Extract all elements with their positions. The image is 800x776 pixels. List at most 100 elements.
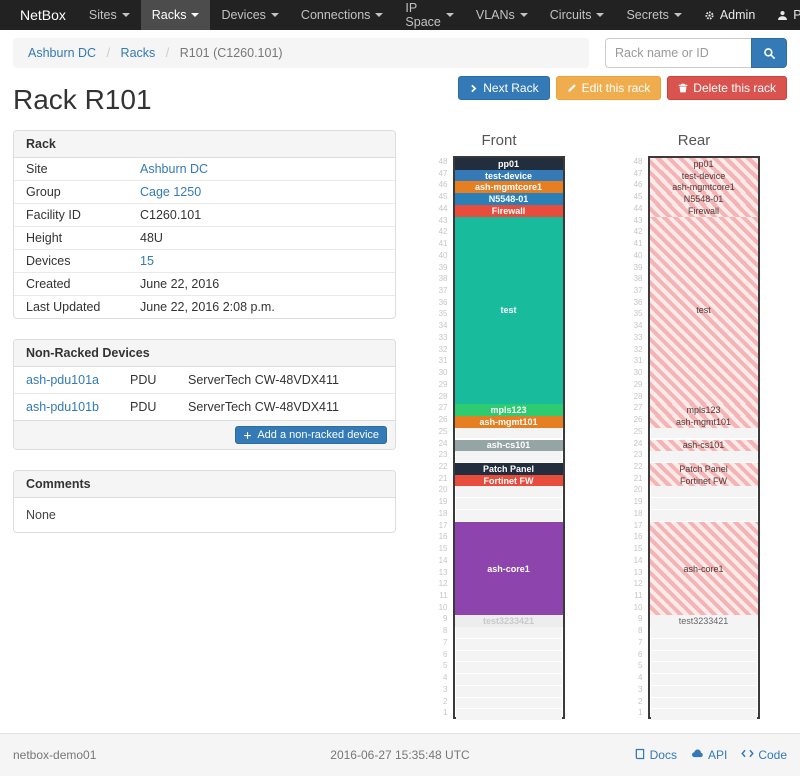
nonracked-panel: Non-Racked Devices ash-pdu101a PDU ServerT…	[13, 339, 396, 450]
rack-device[interactable]: test	[454, 216, 563, 405]
rack-device[interactable]: test3233421	[454, 615, 563, 628]
unit-number: 16	[438, 532, 448, 542]
device-link[interactable]: ash-pdu101b	[26, 400, 99, 414]
rack-device[interactable]: test	[649, 216, 758, 405]
unit-number: 31	[438, 356, 448, 366]
unit-number: 9	[638, 614, 643, 624]
attribute-label: Group	[26, 185, 61, 199]
unit-number: 20	[438, 485, 448, 495]
rack-device[interactable]: mpls123	[649, 404, 758, 417]
nav-item-ip-space[interactable]: IP Space	[394, 0, 464, 30]
unit-number: 43	[633, 215, 643, 225]
unit-number: 18	[633, 508, 643, 518]
unit-number: 22	[438, 461, 448, 471]
content: Rack Site Ashburn DC Group Cage 1250 Facilit…	[0, 124, 800, 733]
attribute-row: Last Updated June 22, 2016 2:08 p.m.	[14, 295, 395, 318]
unit-number: 25	[438, 426, 448, 436]
rack-device[interactable]: Fortinet FW	[454, 474, 563, 487]
device-link[interactable]: ash-pdu101a	[26, 373, 99, 387]
nav-item-racks[interactable]: Racks	[140, 0, 211, 30]
rack-device[interactable]: ash-mgmt101	[649, 416, 758, 428]
unit-number: 47	[438, 168, 448, 178]
rack-device[interactable]: test-device	[649, 169, 758, 182]
cloud-icon	[691, 747, 704, 763]
attribute-value[interactable]: Cage 1250	[140, 185, 202, 199]
attribute-value[interactable]: Ashburn DC	[140, 162, 209, 176]
unit-number: 4	[443, 673, 448, 683]
search-input[interactable]	[605, 38, 751, 68]
footer-link-code[interactable]: Code	[741, 747, 787, 763]
rack-device[interactable]: ash-cs101	[649, 439, 758, 452]
rack-device[interactable]: Firewall	[454, 204, 563, 217]
unit-number: 10	[438, 602, 448, 612]
unit-number: 37	[438, 286, 448, 296]
add-nonracked-device-label: Add a non-racked device	[257, 429, 379, 441]
rack-panel-title: Rack	[14, 131, 395, 158]
attribute-value: June 22, 2016 2:08 p.m.	[140, 300, 275, 314]
unit-number: 24	[438, 438, 448, 448]
nav-admin[interactable]: Admin	[693, 0, 766, 30]
nav-item-sites[interactable]: Sites	[78, 0, 141, 30]
footer-link-api[interactable]: API	[691, 747, 727, 763]
rack-device[interactable]: N5548-01	[454, 193, 563, 205]
rack-device[interactable]: ash-core1	[649, 521, 758, 616]
unit-number: 6	[638, 649, 643, 659]
empty-unit	[455, 486, 562, 498]
timestamp: 2016-06-27 15:35:48 UTC	[330, 748, 470, 762]
rack-device[interactable]: ash-mgmtcore1	[649, 181, 758, 194]
empty-unit	[650, 486, 757, 498]
rack-device[interactable]: Fortinet FW	[649, 474, 758, 487]
breadcrumb-link-racks[interactable]: Racks	[120, 46, 156, 60]
empty-unit	[650, 662, 757, 674]
chevron-down-icon	[596, 13, 605, 17]
empty-unit	[650, 709, 757, 720]
search-button[interactable]	[751, 38, 787, 68]
front-title: Front	[481, 132, 517, 149]
nav-item-circuits[interactable]: Circuits	[539, 0, 616, 30]
footer-link-docs[interactable]: Docs	[634, 747, 677, 763]
rack-device[interactable]: ash-mgmtcore1	[454, 181, 563, 194]
unit-number: 1	[638, 708, 643, 718]
nav-profile[interactable]: Profile	[766, 0, 800, 30]
nav-item-secrets[interactable]: Secrets	[615, 0, 692, 30]
breadcrumb-link-site[interactable]: Ashburn DC	[28, 46, 97, 60]
edit-rack-button[interactable]: Edit this rack	[555, 76, 662, 100]
rack-device[interactable]: ash-cs101	[454, 439, 563, 452]
attribute-label: Height	[26, 231, 63, 245]
rack-device[interactable]: ash-core1	[454, 521, 563, 616]
attribute-label: Devices	[26, 254, 71, 268]
front-rack: 48 47 46 45 44 43 42 41 40 39 38 37 36 35 34 33 32 31 30 29…	[434, 156, 565, 720]
unit-number: 7	[638, 637, 643, 647]
unit-number: 2	[638, 696, 643, 706]
rack-device[interactable]: test-device	[454, 169, 563, 182]
unit-number: 42	[633, 227, 643, 237]
comments-panel-title: Comments	[14, 471, 395, 498]
rack-device[interactable]: Patch Panel	[649, 462, 758, 475]
rack-device[interactable]: pp01	[649, 158, 758, 170]
attribute-value: June 22, 2016	[140, 277, 220, 291]
rack-device[interactable]: N5548-01	[649, 193, 758, 205]
delete-rack-button[interactable]: Delete this rack	[667, 76, 787, 100]
rack-device[interactable]: test3233421	[649, 615, 758, 628]
add-nonracked-device-button[interactable]: Add a non-racked device	[235, 426, 387, 444]
edit-rack-label: Edit this rack	[581, 81, 651, 95]
nav-item-connections[interactable]: Connections	[290, 0, 395, 30]
comments-panel: Comments None	[13, 470, 396, 533]
brand-link[interactable]: NetBox	[20, 7, 66, 23]
page-head: Next Rack Edit this rack Delete this rac…	[0, 68, 800, 124]
nav-item-label: Connections	[300, 8, 371, 22]
front-elevation: Front 48 47 46 45 44 43 42 41 40 39 38 37 36 35 34 33 32…	[434, 132, 565, 720]
attribute-value: 48U	[140, 231, 163, 245]
unit-number: 23	[633, 450, 643, 460]
unit-number: 33	[438, 332, 448, 342]
rack-device[interactable]: Firewall	[649, 204, 758, 217]
rack-device[interactable]: Patch Panel	[454, 462, 563, 475]
rack-device[interactable]: ash-mgmt101	[454, 416, 563, 428]
next-rack-button[interactable]: Next Rack	[458, 76, 550, 100]
nonracked-rows: ash-pdu101a PDU ServerTech CW-48VDX411 ash-…	[14, 367, 395, 420]
rack-device[interactable]: pp01	[454, 158, 563, 170]
nav-item-vlans[interactable]: VLANs	[465, 0, 539, 30]
attribute-value[interactable]: 15	[140, 254, 154, 268]
nav-item-devices[interactable]: Devices	[210, 0, 289, 30]
rack-device[interactable]: mpls123	[454, 404, 563, 417]
